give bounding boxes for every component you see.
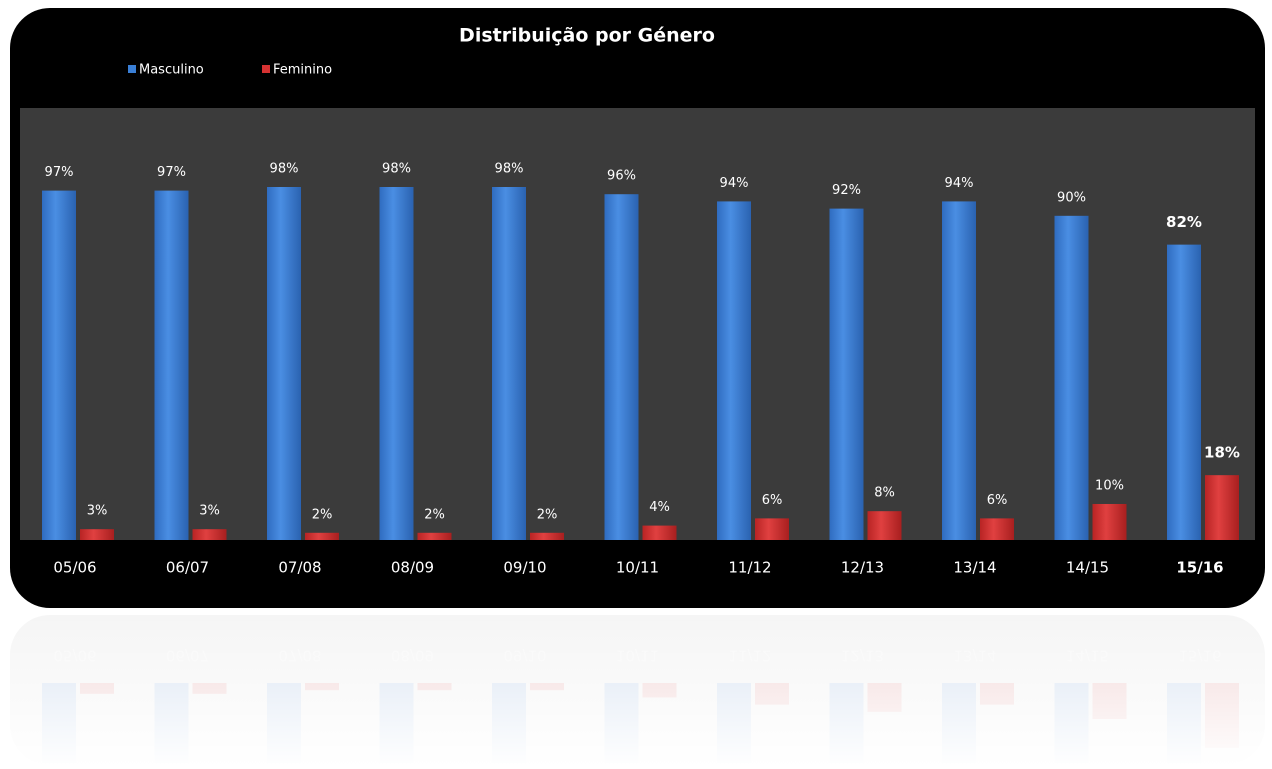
bars: 05/06 97% 3% 06/07 97% 3% 07/08 98% 2% 08/09 98% 2%… — [42, 162, 1240, 577]
x-tick-label: 06/07 — [166, 559, 209, 577]
x-tick-label: 09/10 — [503, 559, 546, 577]
data-label: 97% — [157, 165, 186, 180]
bar — [154, 190, 189, 540]
data-label: 10% — [1095, 478, 1124, 493]
data-label: 8% — [874, 486, 895, 501]
data-label: 98% — [382, 162, 411, 177]
data-label: 97% — [45, 165, 74, 180]
x-tick-label: 14/15 — [1066, 559, 1109, 577]
data-label: 18% — [1204, 444, 1240, 462]
data-label: 6% — [762, 493, 783, 508]
bar — [267, 187, 301, 540]
bar — [642, 525, 677, 540]
x-tick-label: 08/09 — [391, 559, 434, 577]
chart-title: Distribuição por Género — [459, 25, 715, 47]
data-label: 3% — [87, 504, 108, 519]
data-label: 98% — [495, 162, 524, 177]
legend-label: Feminino — [273, 63, 332, 78]
bar — [192, 529, 227, 540]
data-label: 82% — [1166, 213, 1202, 231]
data-label: 96% — [607, 169, 636, 184]
bar — [755, 518, 789, 540]
bar — [717, 201, 751, 541]
x-tick-label: 12/13 — [841, 559, 884, 577]
x-tick-label: 11/12 — [728, 559, 771, 577]
x-tick-label: 05/06 — [53, 559, 96, 577]
x-tick-label: 13/14 — [953, 559, 996, 577]
bar — [492, 187, 526, 540]
data-label: 2% — [537, 507, 558, 522]
data-label: 94% — [720, 176, 749, 191]
data-label: 3% — [199, 504, 220, 519]
bar — [1054, 215, 1089, 540]
bar — [867, 511, 902, 540]
data-label: 98% — [270, 162, 299, 177]
data-label: 90% — [1057, 190, 1086, 205]
bar — [379, 187, 414, 540]
bar — [829, 208, 864, 540]
bar — [942, 201, 976, 541]
data-label: 2% — [312, 507, 333, 522]
bar — [1092, 503, 1127, 540]
bar — [980, 518, 1014, 540]
bar — [1205, 475, 1239, 540]
data-label: 2% — [424, 507, 445, 522]
bar — [42, 190, 76, 540]
bar — [1167, 244, 1201, 540]
x-tick-label: 07/08 — [278, 559, 321, 577]
x-tick-label: 15/16 — [1176, 559, 1223, 577]
x-tick-label: 10/11 — [616, 559, 659, 577]
bar — [305, 532, 339, 540]
bar — [604, 194, 639, 540]
legend-label: Masculino — [139, 63, 204, 78]
bar — [80, 529, 114, 540]
data-label: 94% — [945, 176, 974, 191]
legend-swatch — [262, 65, 270, 73]
bar — [417, 532, 452, 540]
data-label: 4% — [649, 500, 670, 515]
data-label: 6% — [987, 493, 1008, 508]
data-label: 92% — [832, 183, 861, 198]
legend-swatch — [128, 65, 136, 73]
legend: Masculino Feminino — [128, 63, 332, 78]
bar — [530, 532, 564, 540]
reflection-fade — [10, 615, 1265, 769]
